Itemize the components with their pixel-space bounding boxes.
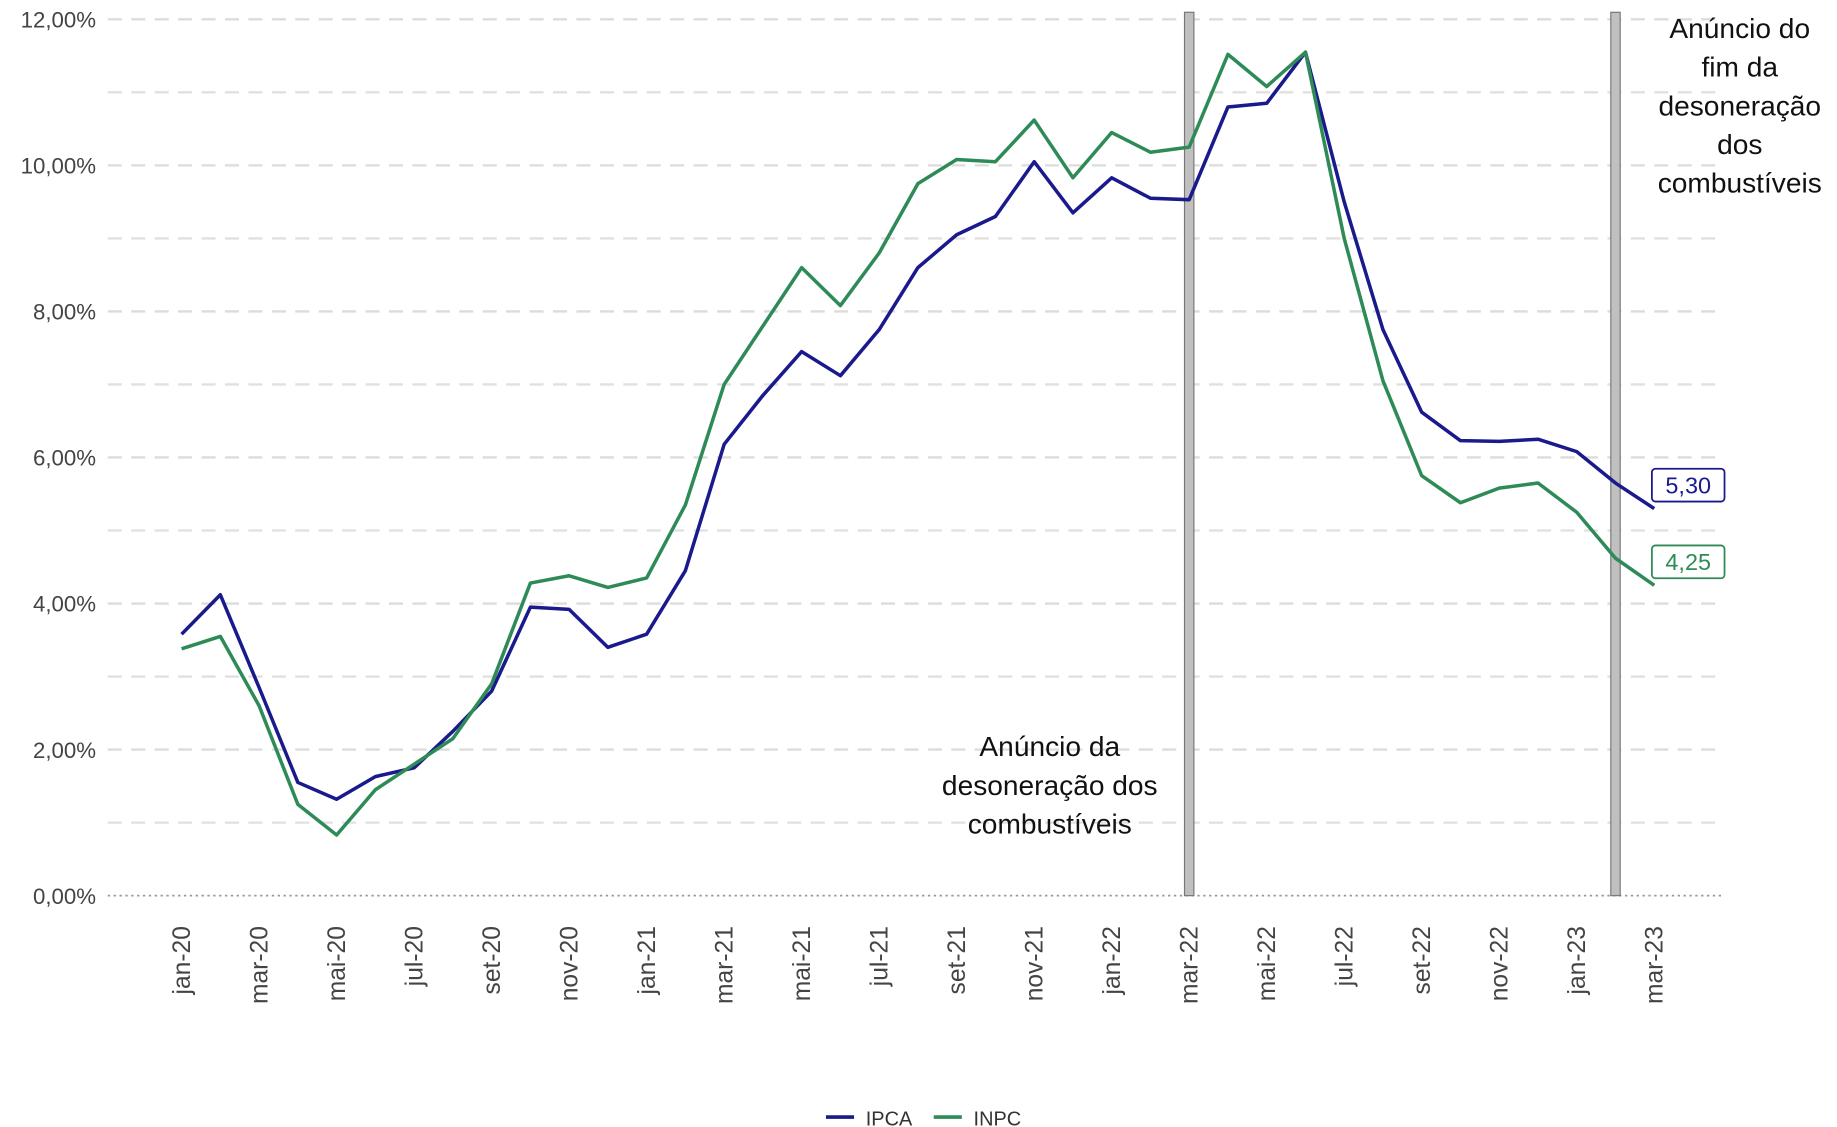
y-tick-label: 4,00% — [33, 592, 96, 617]
x-tick-label: jul-22 — [1331, 926, 1358, 987]
x-tick-label: mar-21 — [711, 926, 738, 1004]
x-tick-label: set-20 — [479, 926, 506, 994]
x-tick-label: mar-20 — [246, 926, 273, 1004]
x-tick-label: nov-20 — [556, 926, 583, 1001]
x-tick-label: mai-21 — [789, 926, 816, 1001]
x-tick-label: jul-20 — [401, 926, 428, 987]
x-tick-label: mai-22 — [1254, 926, 1281, 1001]
x-tick-label: nov-22 — [1486, 926, 1513, 1001]
x-tick-label: mar-23 — [1641, 926, 1668, 1004]
series-line — [181, 50, 1656, 837]
annotation-text: combustíveis — [1658, 168, 1822, 199]
x-tick-label: mai-20 — [324, 926, 351, 1001]
y-tick-label: 10,00% — [21, 154, 96, 179]
x-tick-label: jan-23 — [1564, 926, 1591, 995]
annotation-bar — [1610, 11, 1621, 897]
x-tick-label: jan-20 — [169, 926, 196, 995]
end-label-box — [1651, 467, 1726, 503]
y-tick-label: 8,00% — [33, 300, 96, 325]
x-tick-label: jan-21 — [634, 926, 661, 995]
end-label: 4,25 — [1665, 549, 1711, 575]
x-tick-label: jan-22 — [1099, 926, 1126, 995]
x-tick-label: set-22 — [1409, 926, 1436, 994]
y-tick-label: 6,00% — [33, 446, 96, 471]
end-label-box — [1651, 544, 1726, 580]
annotation-bar — [1183, 11, 1195, 897]
x-tick-label: jul-21 — [866, 926, 893, 987]
legend-label: IPCA — [866, 1108, 913, 1127]
annotation-text: fim da — [1701, 52, 1778, 83]
y-tick-label: 0,00% — [33, 884, 96, 909]
annotation-text: Anúncio do — [1669, 13, 1810, 44]
y-tick-label: 2,00% — [33, 738, 96, 763]
annotation-text: Anúncio da — [979, 731, 1120, 762]
x-tick-label: set-21 — [944, 926, 971, 994]
annotation-text: desoneração dos — [942, 770, 1158, 801]
annotation-text: desoneração — [1658, 90, 1821, 121]
legend-label: INPC — [974, 1108, 1022, 1127]
x-tick-label: nov-21 — [1021, 926, 1048, 1001]
y-tick-label: 12,00% — [21, 8, 96, 33]
annotation-text: combustíveis — [968, 809, 1132, 840]
annotation-text: dos — [1717, 129, 1762, 160]
end-label: 5,30 — [1665, 472, 1711, 498]
x-tick-label: mar-22 — [1176, 926, 1203, 1004]
